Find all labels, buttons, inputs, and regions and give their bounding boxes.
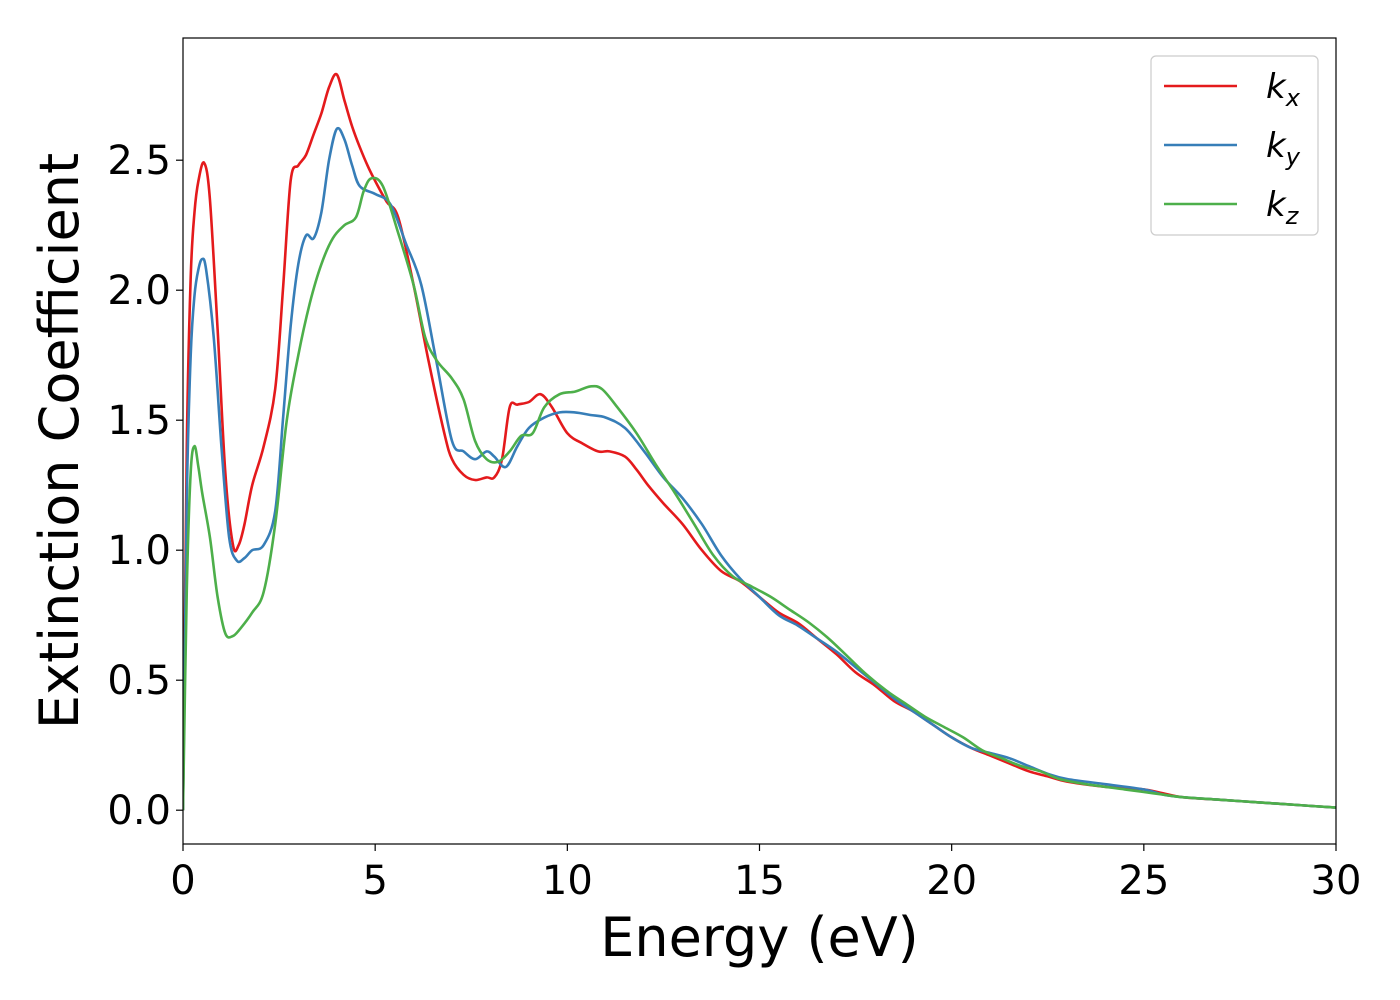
legend-label-main: k <box>1266 67 1287 107</box>
series-layer <box>183 72 1336 811</box>
y-tick-label: 0.5 <box>107 658 171 704</box>
legend-label-x: kx <box>1266 67 1301 112</box>
x-tick-label: 5 <box>362 858 387 904</box>
legend-label-subscript: z <box>1285 202 1300 230</box>
y-axis: 0.0 0.5 1.0 1.5 2.0 2.5 <box>107 138 183 834</box>
legend-label-subscript: y <box>1285 143 1301 171</box>
x-axis-title: Energy (eV) <box>600 906 919 969</box>
x-tick-label: 10 <box>542 858 593 904</box>
legend-label-y: ky <box>1266 126 1301 171</box>
x-tick-label: 20 <box>926 858 977 904</box>
legend-label-main: k <box>1266 126 1287 166</box>
y-tick-label: 1.5 <box>107 398 171 444</box>
y-axis-title: Extinction Coefficient <box>28 153 91 729</box>
y-tick-label: 1.0 <box>107 528 171 574</box>
y-tick-label: 2.5 <box>107 138 171 184</box>
x-tick-label: 25 <box>1118 858 1169 904</box>
legend-label-main: k <box>1266 185 1287 225</box>
y-tick-label: 0.0 <box>107 788 171 834</box>
legend-label-z: kz <box>1266 185 1300 230</box>
x-axis: 0 5 10 15 20 25 30 <box>170 844 1361 904</box>
series-line-y <box>183 126 1336 811</box>
y-tick-label: 2.0 <box>107 268 171 314</box>
x-tick-label: 30 <box>1311 858 1362 904</box>
series-line-z <box>183 176 1336 811</box>
legend-label-subscript: x <box>1285 84 1301 112</box>
x-tick-label: 0 <box>170 858 195 904</box>
x-tick-label: 15 <box>734 858 785 904</box>
